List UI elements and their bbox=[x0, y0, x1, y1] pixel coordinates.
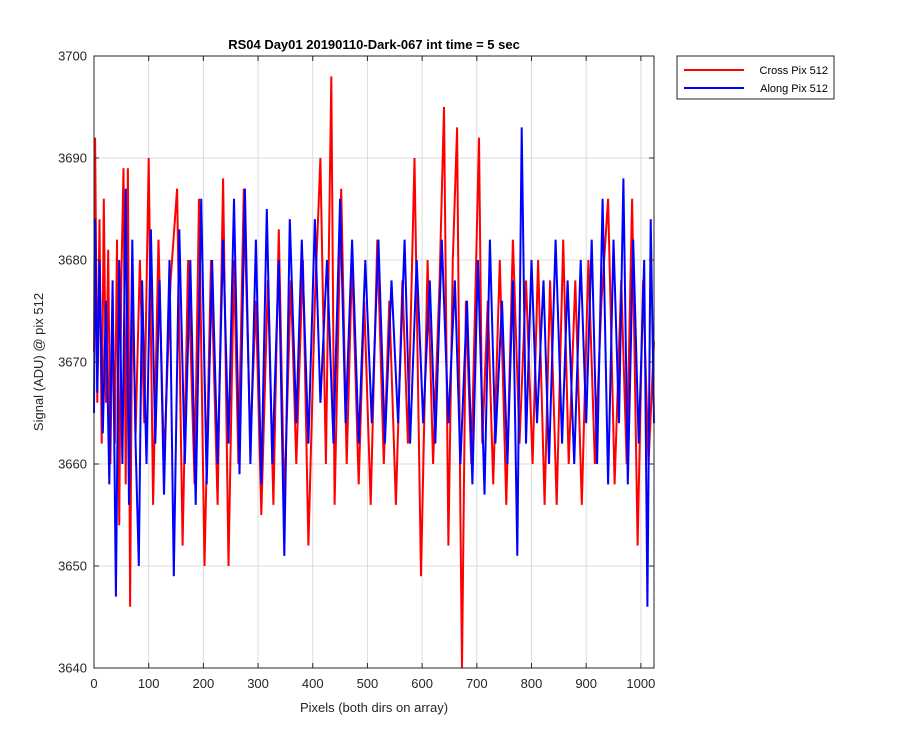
y-axis-label: Signal (ADU) @ pix 512 bbox=[31, 293, 46, 431]
y-axis: 3640 3650 3660 3670 3680 3690 3700 bbox=[58, 49, 654, 676]
x-axis: 0 100 200 300 400 500 600 700 800 900 1000 bbox=[90, 56, 655, 691]
series-layer bbox=[93, 76, 655, 669]
series-line-along-pix-512 bbox=[93, 127, 655, 607]
chart-title: RS04 Day01 20190110-Dark-067 int time = … bbox=[228, 37, 520, 52]
legend-label-along: Along Pix 512 bbox=[760, 83, 828, 95]
legend-box bbox=[676, 55, 835, 100]
y-tick-label: 3700 bbox=[58, 49, 87, 64]
y-tick-label: 3660 bbox=[58, 457, 87, 472]
y-tick-label: 3690 bbox=[58, 151, 87, 166]
x-tick-label: 300 bbox=[247, 676, 269, 691]
legend: Cross Pix 512 Along Pix 512 bbox=[676, 55, 835, 100]
y-tick-label: 3680 bbox=[58, 253, 87, 268]
x-tick-label: 0 bbox=[90, 676, 97, 691]
x-tick-label: 400 bbox=[302, 676, 324, 691]
x-tick-label: 900 bbox=[575, 676, 597, 691]
x-tick-label: 600 bbox=[411, 676, 433, 691]
x-tick-label: 700 bbox=[466, 676, 488, 691]
x-tick-label: 1000 bbox=[626, 676, 655, 691]
x-axis-label: Pixels (both dirs on array) bbox=[300, 700, 448, 715]
x-tick-label: 800 bbox=[521, 676, 543, 691]
y-tick-label: 3670 bbox=[58, 355, 87, 370]
x-tick-label: 200 bbox=[193, 676, 215, 691]
x-tick-label: 500 bbox=[357, 676, 379, 691]
legend-label-cross: Cross Pix 512 bbox=[760, 65, 828, 77]
x-tick-label: 100 bbox=[138, 676, 160, 691]
y-tick-label: 3650 bbox=[58, 559, 87, 574]
y-tick-label: 3640 bbox=[58, 661, 87, 676]
